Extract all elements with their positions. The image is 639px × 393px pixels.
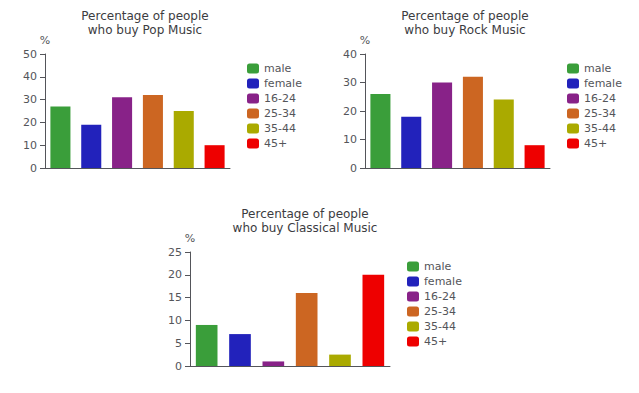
svg-text:0: 0 (30, 162, 37, 175)
svg-text:25-34: 25-34 (424, 305, 456, 318)
svg-text:16-24: 16-24 (424, 290, 456, 303)
svg-text:0: 0 (350, 162, 357, 175)
svg-text:Percentage of people: Percentage of people (81, 9, 208, 23)
svg-text:0: 0 (175, 360, 182, 373)
svg-text:female: female (264, 77, 302, 90)
svg-text:male: male (584, 62, 612, 75)
svg-text:30: 30 (23, 93, 37, 106)
svg-text:who buy Classical Music: who buy Classical Music (233, 221, 378, 235)
svg-text:20: 20 (343, 105, 357, 118)
svg-text:male: male (264, 62, 292, 75)
svg-text:20: 20 (23, 116, 37, 129)
svg-text:%: % (40, 34, 50, 47)
svg-text:25-34: 25-34 (264, 107, 296, 120)
svg-text:25-34: 25-34 (584, 107, 616, 120)
svg-text:40: 40 (23, 70, 37, 83)
svg-text:female: female (424, 275, 462, 288)
svg-text:Percentage of people: Percentage of people (241, 207, 368, 221)
svg-text:45+: 45+ (584, 137, 607, 150)
svg-text:40: 40 (343, 48, 357, 61)
svg-text:25: 25 (168, 246, 182, 259)
svg-text:16-24: 16-24 (264, 92, 296, 105)
svg-text:35-44: 35-44 (584, 122, 616, 135)
svg-text:45+: 45+ (264, 137, 287, 150)
svg-text:35-44: 35-44 (264, 122, 296, 135)
svg-text:35-44: 35-44 (424, 320, 456, 333)
svg-text:5: 5 (175, 337, 182, 350)
svg-text:female: female (584, 77, 622, 90)
svg-text:30: 30 (343, 76, 357, 89)
svg-text:%: % (185, 232, 195, 245)
svg-text:who buy Rock Music: who buy Rock Music (404, 23, 525, 37)
svg-text:%: % (360, 34, 370, 47)
svg-text:10: 10 (168, 314, 182, 327)
svg-text:who buy Pop Music: who buy Pop Music (88, 23, 202, 37)
svg-text:10: 10 (23, 139, 37, 152)
svg-text:16-24: 16-24 (584, 92, 616, 105)
svg-text:20: 20 (168, 268, 182, 281)
svg-text:10: 10 (343, 133, 357, 146)
svg-text:45+: 45+ (424, 335, 447, 348)
svg-text:15: 15 (168, 291, 182, 304)
svg-text:50: 50 (23, 48, 37, 61)
svg-text:Percentage of people: Percentage of people (401, 9, 528, 23)
svg-text:male: male (424, 260, 452, 273)
